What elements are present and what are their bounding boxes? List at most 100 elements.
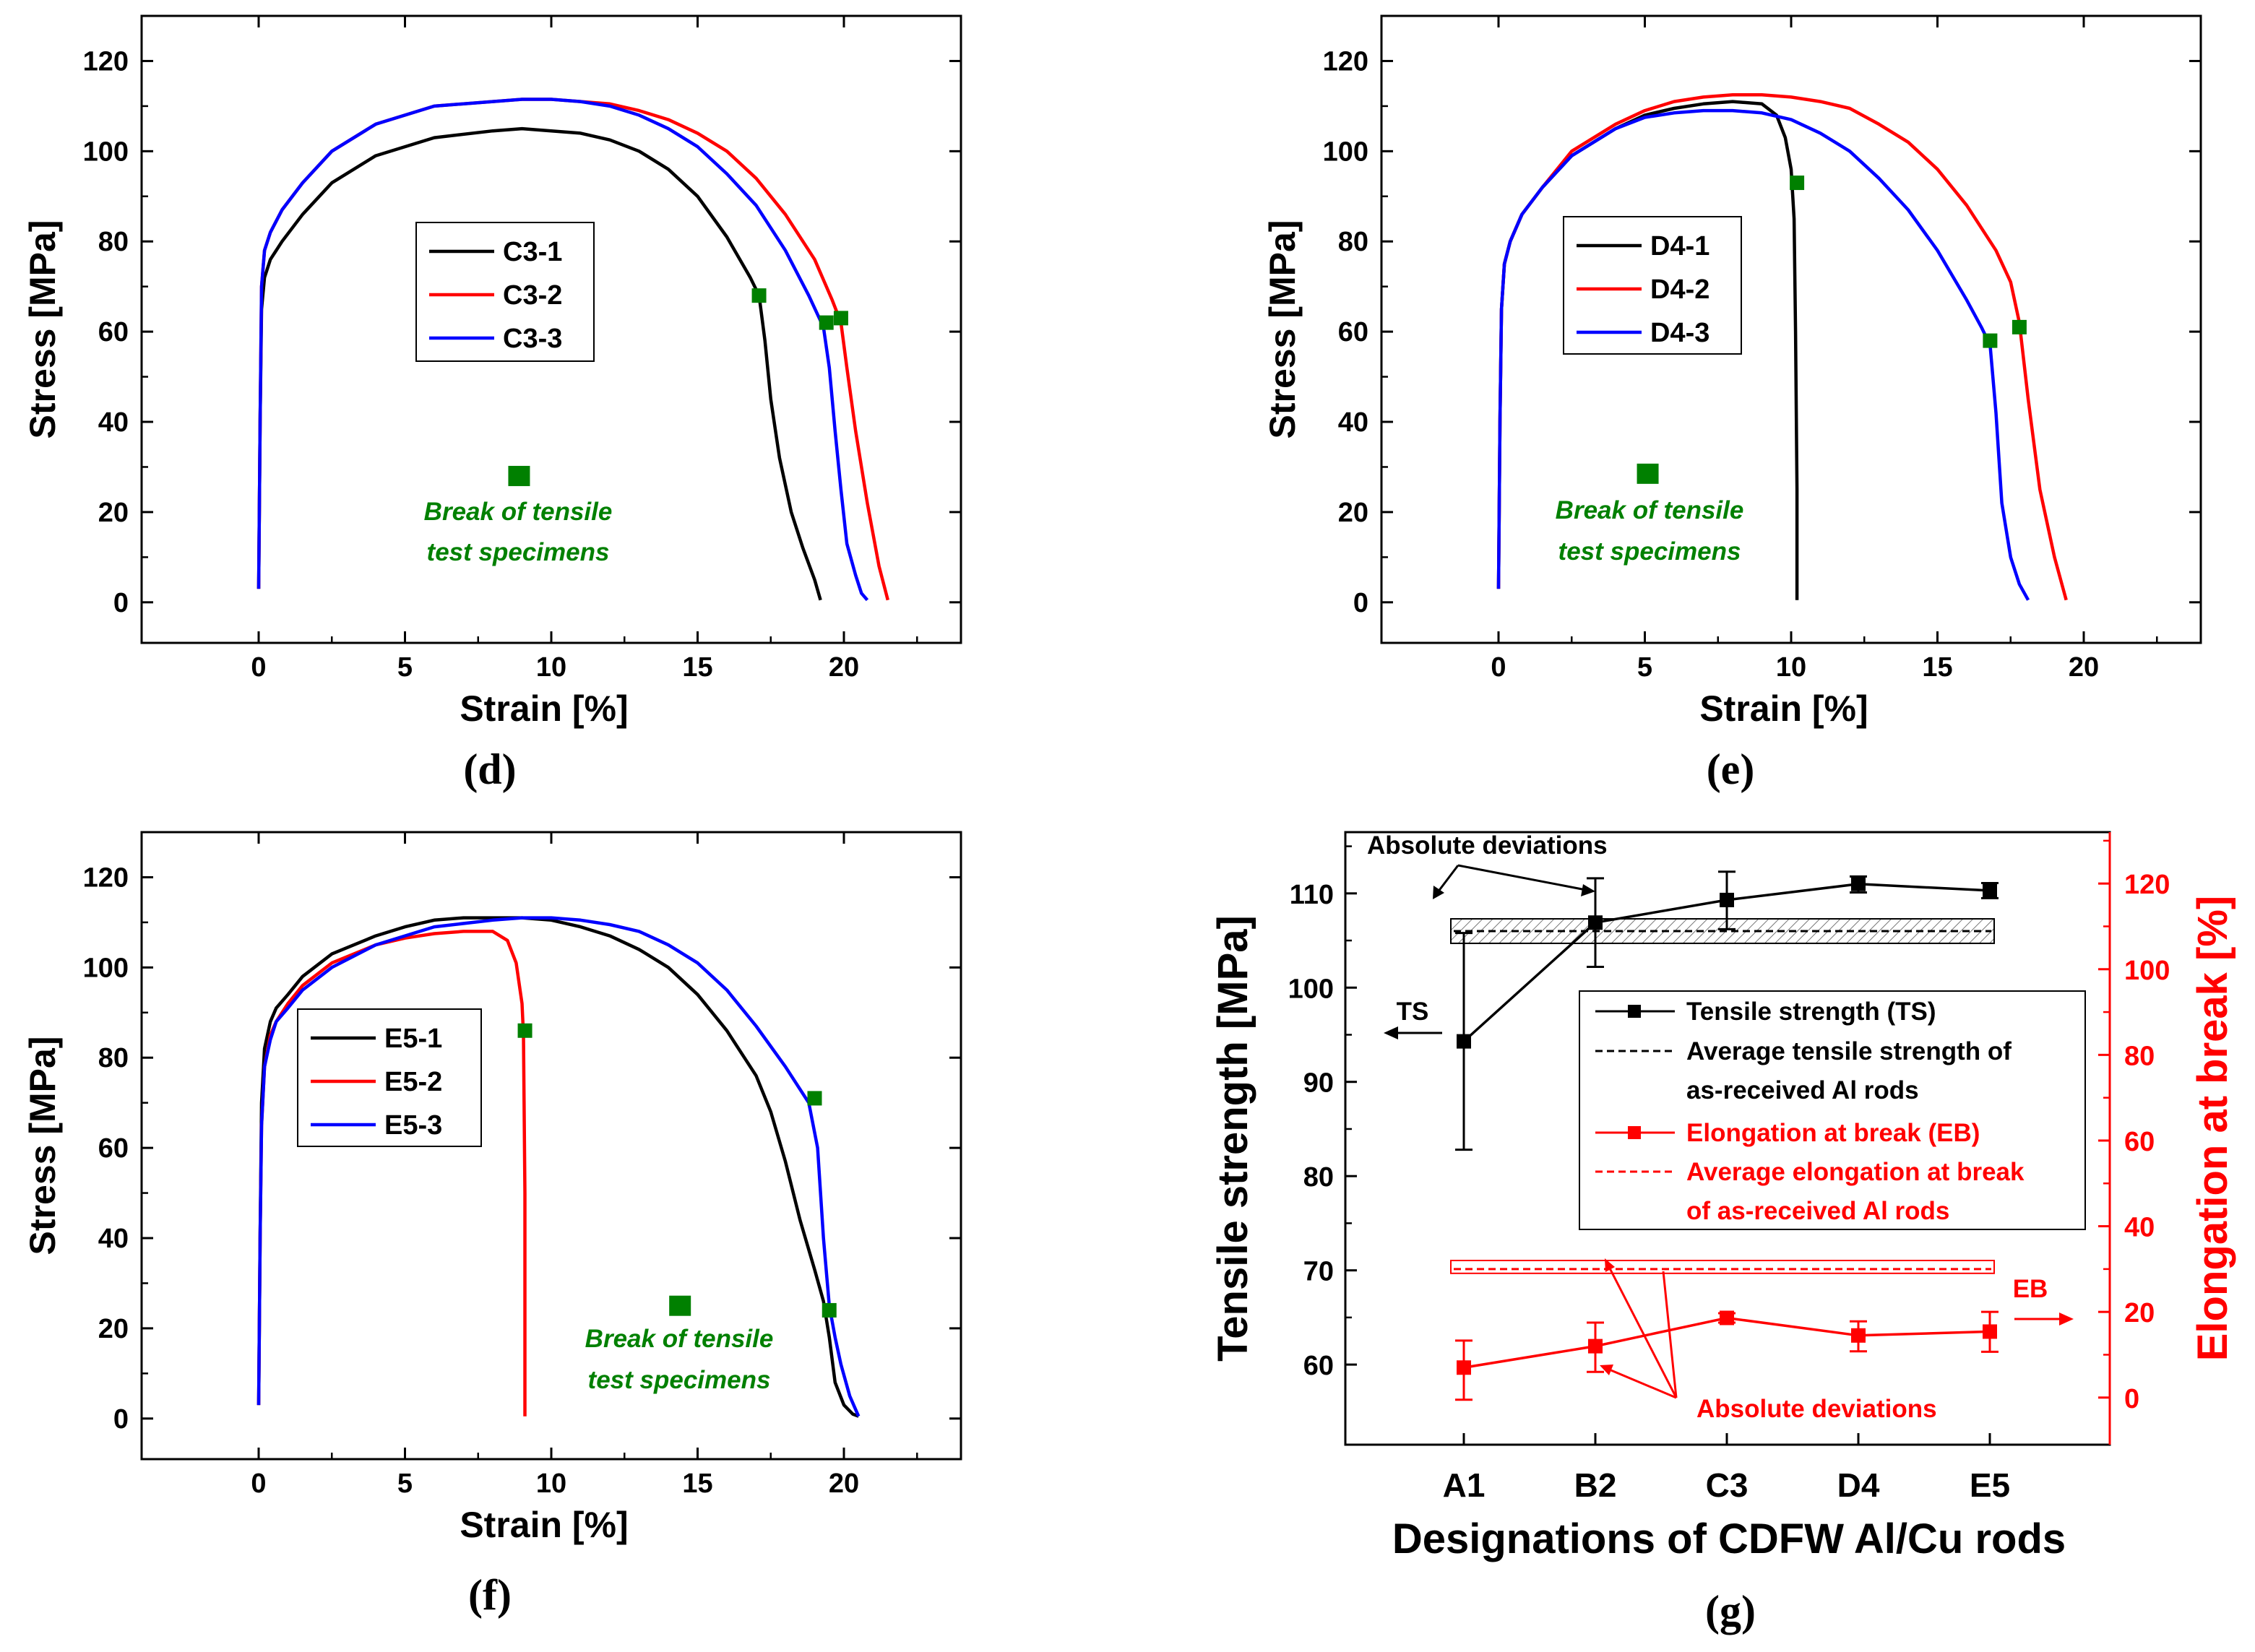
break-marker <box>807 1091 822 1106</box>
y-tick-label: 120 <box>83 46 129 77</box>
x-category-label: A1 <box>1443 1466 1486 1504</box>
y-tick-label-right: 120 <box>2124 870 2170 900</box>
data-point <box>1851 1328 1866 1343</box>
panel-label: (g) <box>1705 1587 1756 1635</box>
x-tick-label: 20 <box>829 1469 859 1499</box>
legend-box <box>297 1008 482 1147</box>
x-tick-label: 0 <box>1491 652 1506 683</box>
x-tick-label: 10 <box>1776 652 1806 683</box>
break-marker <box>517 1023 533 1038</box>
y-tick-label-right: 40 <box>2124 1213 2155 1243</box>
series-line-E5-3 <box>256 916 861 1417</box>
y-tick-label: 0 <box>113 588 129 618</box>
x-tick-label: 5 <box>1637 652 1652 683</box>
x-tick-label: 10 <box>536 652 566 683</box>
x-category-label: E5 <box>1970 1466 2010 1504</box>
series-line-C3-1 <box>256 126 822 601</box>
legend-marker <box>1628 1005 1641 1018</box>
x-tick-label: 15 <box>682 652 712 683</box>
legend-label: Average tensile strength of <box>1686 1037 2012 1065</box>
y-tick-label: 60 <box>98 1133 129 1164</box>
legend-label: Elongation at break (EB) <box>1686 1119 1980 1147</box>
panel-label: (e) <box>1707 745 1755 793</box>
y-tick-label: 20 <box>1338 498 1368 528</box>
data-point <box>1851 876 1866 891</box>
y-tick-label: 20 <box>98 498 129 528</box>
ts-arrowhead <box>1384 1026 1398 1039</box>
abs-dev-arrow-1 <box>1436 865 1460 893</box>
y-tick-label: 80 <box>98 1043 129 1073</box>
legend-label: Average elongation at break <box>1686 1158 2025 1186</box>
legend-marker <box>1628 1126 1641 1139</box>
y-tick-label-right: 0 <box>2124 1384 2139 1414</box>
y-tick-label: 80 <box>98 227 129 257</box>
break-marker <box>2012 319 2027 334</box>
panel-label: (d) <box>463 745 516 793</box>
legend-label: of as-received Al rods <box>1686 1197 1949 1225</box>
legend-label: C3-2 <box>503 280 562 311</box>
y-tick-label: 40 <box>98 407 129 438</box>
break-marker <box>819 315 834 330</box>
series-line-Elongation at break (EB) <box>1463 1316 1991 1370</box>
abs-dev-arrowhead-1 <box>1433 886 1444 899</box>
y-axis-title: Stress [MPa] <box>22 220 63 439</box>
abs-dev-red-arrow-1 <box>1607 1367 1677 1399</box>
series-line-E5-2 <box>256 930 527 1417</box>
y-tick-label-left: 80 <box>1303 1162 1334 1193</box>
break-marker <box>833 311 848 326</box>
x-tick-label: 0 <box>251 652 266 683</box>
legend-label: E5-2 <box>384 1067 442 1097</box>
y-axis-title: Stress [MPa] <box>1262 220 1303 439</box>
x-axis-title: Strain [%] <box>460 688 628 729</box>
break-legend-marker <box>1637 463 1659 484</box>
y-tick-label-left: 110 <box>1290 880 1334 910</box>
annotation-line1: Break of tensile <box>1556 496 1744 524</box>
x-category-label: C3 <box>1706 1466 1749 1504</box>
legend-label: E5-1 <box>384 1024 442 1054</box>
break-legend-marker <box>669 1295 691 1316</box>
plot-frame <box>140 831 962 1461</box>
y-tick-label: 60 <box>98 317 129 347</box>
data-point <box>1983 883 1997 898</box>
y-tick-label: 0 <box>113 1404 129 1435</box>
y-tick-label: 120 <box>1323 46 1368 77</box>
y-tick-label-right: 20 <box>2124 1298 2155 1328</box>
y-axis-title-left: Tensile strength [MPa] <box>1210 915 1256 1362</box>
y-tick-label-left: 90 <box>1303 1068 1334 1099</box>
data-point <box>1457 1360 1471 1375</box>
data-point <box>1457 1034 1471 1049</box>
abs-dev-arrowhead-2 <box>1581 884 1595 896</box>
annotation-line2: test specimens <box>427 538 610 566</box>
data-point <box>1720 892 1734 907</box>
panel-label: (f) <box>468 1571 512 1619</box>
series-line-D4-3 <box>1496 108 2030 601</box>
legend-label: Tensile strength (TS) <box>1686 998 1936 1026</box>
data-point <box>1588 1339 1603 1354</box>
eb-label: EB <box>2013 1275 2048 1303</box>
x-tick-label: 5 <box>397 1469 413 1499</box>
y-tick-label: 100 <box>83 953 129 983</box>
data-point <box>1983 1324 1997 1339</box>
annotation-line2: test specimens <box>588 1366 771 1394</box>
series-line-C3-3 <box>256 98 869 602</box>
legend-label: D4-1 <box>1650 231 1709 261</box>
y-tick-label: 120 <box>83 862 129 893</box>
legend-label: D4-3 <box>1650 318 1709 348</box>
break-legend-marker <box>508 465 530 486</box>
break-marker <box>822 1302 837 1318</box>
panel-f: 0 20 40 60 80 100 120 0 5 10 15 20 Strain [%] Stress … <box>22 831 962 1619</box>
abs-dev-red-arrow-3 <box>1607 1265 1678 1398</box>
panel-e: 0 20 40 60 80 100 120 0 5 10 15 20 Strain [%] Stress … <box>1262 14 2202 793</box>
annotation-line2: test specimens <box>1558 537 1741 566</box>
data-point <box>1588 915 1603 930</box>
y-tick-label-left: 70 <box>1303 1257 1334 1287</box>
y-tick-label-right: 80 <box>2124 1041 2155 1071</box>
legend-label: C3-1 <box>503 237 562 267</box>
x-tick-label: 15 <box>682 1469 712 1499</box>
legend-label: as-received Al rods <box>1686 1076 1919 1104</box>
panel-d: 0 20 40 60 80 100 120 0 5 10 15 20 Strain [%] Stress … <box>22 14 962 793</box>
y-tick-label: 20 <box>98 1314 129 1344</box>
break-marker <box>751 288 767 303</box>
y-tick-label: 100 <box>83 137 129 167</box>
